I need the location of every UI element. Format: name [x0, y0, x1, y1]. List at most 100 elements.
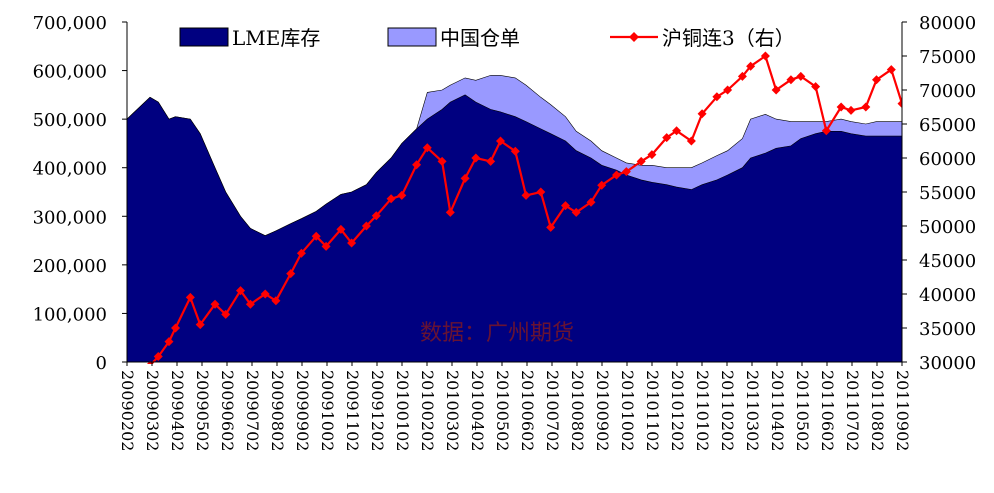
- copper-point: [171, 323, 181, 333]
- price-line-layer: [146, 51, 902, 364]
- x-tick-label: 20090402: [168, 370, 187, 451]
- x-tick-label: 20110402: [768, 370, 787, 451]
- x-tick-label: 20090902: [293, 370, 312, 451]
- copper-point: [686, 136, 696, 146]
- x-tick-label: 20110902: [893, 370, 912, 451]
- copper-point: [510, 146, 520, 156]
- x-tick-label: 20091102: [343, 370, 362, 451]
- copper-point: [647, 150, 657, 160]
- y-tick-label-left: 100,000: [33, 304, 107, 325]
- y-tick-label-left: 600,000: [33, 62, 107, 83]
- copper-point: [897, 99, 902, 109]
- x-tick-label: 20101202: [668, 370, 687, 451]
- copper-point: [672, 126, 682, 136]
- copper-point: [597, 180, 607, 190]
- copper-point: [195, 320, 205, 330]
- copper-point: [347, 238, 357, 248]
- y-tick-label-left: 200,000: [33, 256, 107, 277]
- copper-point: [496, 136, 506, 146]
- legend-swatch: [179, 27, 229, 47]
- area-layer: [126, 75, 903, 363]
- copper-point: [386, 194, 396, 204]
- y-tick-label-right: 75000: [919, 47, 976, 68]
- copper-point: [571, 207, 581, 217]
- copper-point: [796, 71, 806, 81]
- copper-point: [260, 289, 270, 299]
- axes-layer: 0 100,000 200,000 300,000 400,000 500,000 600,…: [33, 13, 977, 451]
- y-tick-label-left: 400,000: [33, 159, 107, 180]
- copper-point: [361, 221, 371, 231]
- copper-point: [185, 292, 195, 302]
- copper-point: [221, 309, 231, 319]
- x-tick-label: 20100302: [443, 370, 462, 451]
- x-tick-label: 20100602: [518, 370, 537, 451]
- x-tick-label: 20091002: [318, 370, 337, 451]
- copper-point: [886, 65, 896, 75]
- copper-point: [271, 296, 281, 306]
- watermark: 数据：广州期货: [420, 321, 574, 346]
- x-tick-label: 20110302: [743, 370, 762, 451]
- x-tick-label: 20110202: [718, 370, 737, 451]
- x-tick-label: 20100102: [393, 370, 412, 451]
- copper-point: [546, 222, 556, 232]
- copper-point: [164, 337, 174, 347]
- copper-point: [321, 241, 331, 251]
- x-tick-label: 20110502: [793, 370, 812, 451]
- legend-item-lme: LME库存: [179, 26, 320, 50]
- x-tick-label: 20100502: [493, 370, 512, 451]
- series-lme-stock-area: [126, 94, 903, 363]
- copper-point: [296, 248, 306, 258]
- copper-point: [746, 61, 756, 71]
- copper-point: [311, 231, 321, 241]
- y-tick-label-right: 35000: [919, 319, 976, 340]
- copper-point: [460, 173, 470, 183]
- x-tick-label: 20090602: [218, 370, 237, 451]
- x-tick-label: 20101102: [643, 370, 662, 451]
- copper-point: [612, 170, 622, 180]
- copper-point: [412, 160, 422, 170]
- legend-label: LME库存: [232, 26, 320, 50]
- copper-point: [561, 201, 571, 211]
- copper-point: [712, 92, 722, 102]
- x-tick-label: 20100402: [468, 370, 487, 451]
- copper-point: [437, 156, 447, 166]
- y-tick-label-right: 55000: [919, 183, 976, 204]
- copper-point: [153, 352, 163, 362]
- copper-point: [811, 82, 821, 92]
- x-tick-label: 20090702: [243, 370, 262, 451]
- x-tick-label: 20090202: [118, 370, 137, 451]
- y-tick-label-right: 65000: [919, 115, 976, 136]
- x-tick-label: 20100802: [568, 370, 587, 451]
- x-tick-label: 20090502: [193, 370, 212, 451]
- copper-point: [621, 167, 631, 177]
- copper-point: [336, 224, 346, 234]
- copper-point: [397, 190, 407, 200]
- copper-point: [821, 126, 831, 136]
- legend-label: 沪铜连3（右）: [662, 26, 795, 50]
- y-tick-label-left: 700,000: [33, 13, 107, 34]
- y-tick-label-left: 300,000: [33, 207, 107, 228]
- copper-point: [422, 143, 432, 153]
- copper-point: [871, 75, 881, 85]
- y-tick-label-right: 45000: [919, 251, 976, 272]
- x-tick-label: 20100202: [418, 370, 437, 451]
- x-tick-label: 20090802: [268, 370, 287, 451]
- x-tick-label: 20090302: [143, 370, 162, 451]
- legend-label: 中国仓单: [440, 26, 520, 50]
- x-tick-label: 20110802: [868, 370, 887, 451]
- y-tick-label-right: 50000: [919, 217, 976, 238]
- copper-point: [846, 105, 856, 115]
- copper-point: [445, 207, 455, 217]
- y-tick-label-right: 60000: [919, 149, 976, 170]
- copper-point: [662, 133, 672, 143]
- x-tick-label: 20110102: [693, 370, 712, 451]
- copper-point: [521, 190, 531, 200]
- y-tick-label-right: 70000: [919, 81, 976, 102]
- y-tick-label-right: 30000: [919, 353, 976, 374]
- copper-point: [737, 71, 747, 81]
- copper-point: [861, 102, 871, 112]
- y-tick-label-left: 0: [96, 353, 107, 374]
- copper-point: [586, 197, 596, 207]
- copper-point: [697, 109, 707, 119]
